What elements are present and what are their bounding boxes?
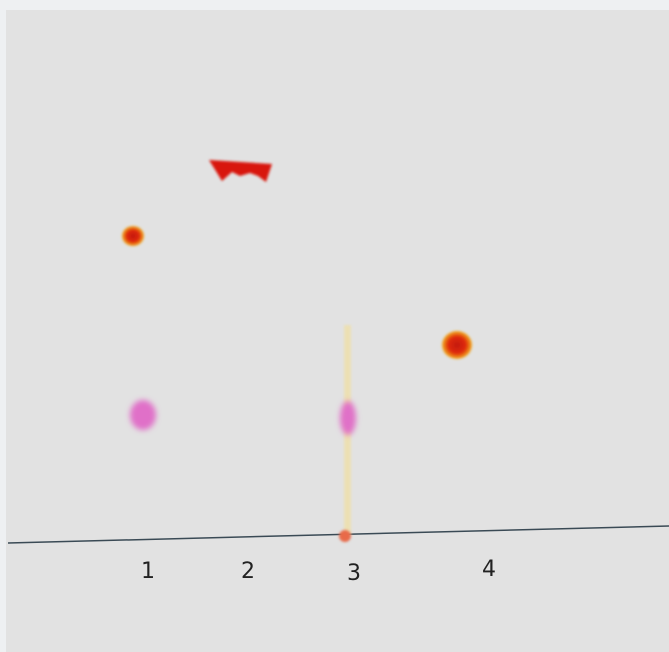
spot <box>130 400 156 430</box>
lane-label: 2 <box>241 559 255 584</box>
lane-label: 1 <box>141 559 155 584</box>
page: 1 2 3 4 (() => { const data = JSON.parse… <box>0 0 669 652</box>
origin-spot <box>339 530 351 542</box>
tlc-plate-photo: 1 2 3 4 <box>0 0 669 652</box>
plate <box>6 10 669 652</box>
lane-label: 3 <box>347 561 361 586</box>
lane-label: 4 <box>482 557 496 582</box>
spot <box>122 226 144 246</box>
spot <box>340 401 356 435</box>
spot <box>442 331 472 359</box>
